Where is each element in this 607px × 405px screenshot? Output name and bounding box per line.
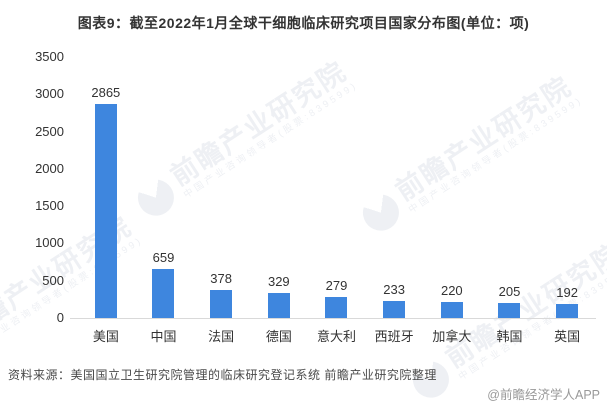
bar-slot-德国: 329 德国 [250,57,308,344]
x-category-label: 中国 [150,329,177,344]
bar-value-label: 2865 [91,85,121,101]
bar [325,297,348,318]
bar-value-label: 192 [556,284,578,300]
bar-slot-意大利: 279 意大利 [308,57,366,344]
x-category-label: 德国 [265,329,292,344]
x-category-label: 美国 [92,329,119,344]
y-tick-label: 2000 [35,160,64,176]
app-credit: @前瞻经济学人APP [487,388,600,402]
bar-slot-中国: 659 中国 [135,57,193,344]
x-axis-line [70,318,596,319]
x-category-label: 英国 [554,329,581,344]
x-category-label: 韩国 [496,329,523,344]
y-axis: 0 500 1000 1500 2000 2500 3000 3500 [0,49,64,325]
y-tick-label: 0 [56,310,64,325]
bar-slot-美国: 2865 美国 [77,57,135,344]
bar-slot-英国: 192 英国 [538,57,596,344]
y-tick-label: 500 [42,272,64,288]
bar-value-label: 279 [325,278,348,294]
source-note: 资料来源：美国国立卫生研究院管理的临床研究登记系统 前瞻产业研究院整理 [8,368,437,382]
bar-slot-法国: 378 法国 [192,57,250,344]
x-category-label: 西班牙 [374,329,414,344]
bar-slot-加拿大: 220 加拿大 [423,57,481,344]
bar [267,293,290,318]
bar [383,300,406,318]
y-tick-label: 1500 [35,198,64,214]
chart-title: 图表9：截至2022年1月全球干细胞临床研究项目国家分布图(单位：项) [77,15,530,31]
bar-value-label: 205 [498,283,521,299]
bar [440,301,463,318]
bar [498,302,521,318]
x-category-label: 法国 [208,329,235,344]
y-tick-label: 1000 [35,235,64,251]
bar-value-label: 659 [152,249,175,265]
y-tick-label: 2500 [35,123,64,139]
bar-plot-area: 2865 美国 659 中国 378 法国 329 德国 279 意大利 233 西班牙 220 加拿大 2… [77,57,596,344]
bar-slot-西班牙: 233 西班牙 [365,57,423,344]
bar [94,104,117,318]
bar [152,268,175,318]
x-category-label: 加拿大 [432,329,472,344]
x-category-label: 意大利 [316,329,356,344]
bar-value-label: 233 [383,281,405,297]
bar-value-label: 378 [210,270,232,286]
bar [210,289,233,318]
bar-slot-韩国: 205 韩国 [481,57,539,344]
y-tick-label: 3500 [35,49,64,64]
bar-value-label: 329 [267,274,290,290]
y-tick-label: 3000 [35,86,64,102]
bar-value-label: 220 [440,282,463,298]
bar [556,303,579,318]
